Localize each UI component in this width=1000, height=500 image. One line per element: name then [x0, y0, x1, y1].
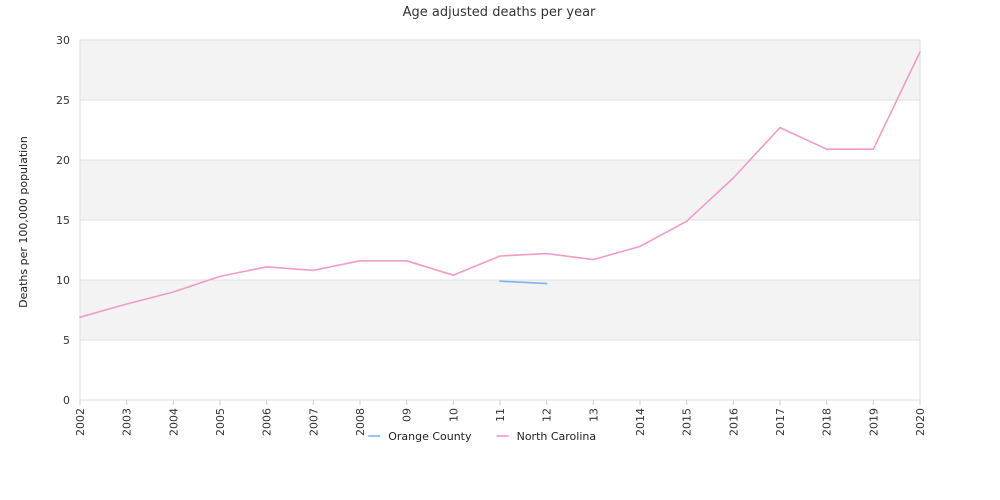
x-tick-label: 2002: [74, 408, 87, 436]
y-tick-label: 10: [56, 274, 70, 287]
x-tick-label: 2017: [774, 408, 787, 436]
x-tick-label: 2016: [727, 408, 740, 436]
x-tick-label: 2019: [867, 408, 880, 436]
y-tick-label: 30: [56, 34, 70, 47]
series-line-1: [79, 51, 921, 318]
y-tick-label: 0: [63, 394, 70, 407]
x-tick-label: 13: [587, 408, 600, 422]
legend-label: Orange County: [388, 430, 472, 443]
plot-band: [80, 40, 920, 100]
legend-label: North Carolina: [517, 430, 597, 443]
x-tick-label: 12: [541, 408, 554, 422]
y-tick-label: 15: [56, 214, 70, 227]
plot-band: [80, 340, 920, 400]
plot-bands: [80, 40, 920, 400]
plot-band: [80, 160, 920, 220]
legend-item[interactable]: Orange County: [368, 430, 472, 443]
x-tick-label: 2007: [307, 408, 320, 436]
x-tick-label: 2005: [214, 408, 227, 436]
x-tick-label: 2014: [634, 408, 647, 436]
x-tick-label: 2020: [914, 408, 927, 436]
x-tick-label: 2015: [681, 408, 694, 436]
plot-band: [80, 220, 920, 280]
legend: Orange County North Carolina: [368, 430, 596, 443]
plot-band: [80, 100, 920, 160]
chart-title: Age adjusted deaths per year: [403, 5, 596, 20]
x-tick-label: 2018: [821, 408, 834, 436]
y-tick-label: 25: [56, 94, 70, 107]
x-tick-label: 2003: [121, 408, 134, 436]
x-tick-label: 09: [401, 408, 414, 422]
y-axis-label: Deaths per 100,000 population: [17, 136, 30, 308]
x-tick-label: 2008: [354, 408, 367, 436]
y-tick-label: 20: [56, 154, 70, 167]
x-axis-ticks: 2002 2003 2004 2005 2006 2007 2008 09 10 11 12 13 20…: [74, 400, 927, 436]
y-tick-label: 5: [63, 334, 70, 347]
x-tick-label: 2006: [261, 408, 274, 436]
series-layer: [79, 51, 921, 318]
plot-band: [80, 280, 920, 340]
y-axis-ticks: 0 5 10 15 20 25 30: [56, 34, 70, 407]
legend-item[interactable]: North Carolina: [496, 430, 597, 443]
x-tick-label: 10: [447, 408, 460, 422]
series-line-0: [499, 280, 548, 285]
x-tick-label: 2004: [167, 408, 180, 436]
x-tick-label: 11: [494, 408, 507, 422]
